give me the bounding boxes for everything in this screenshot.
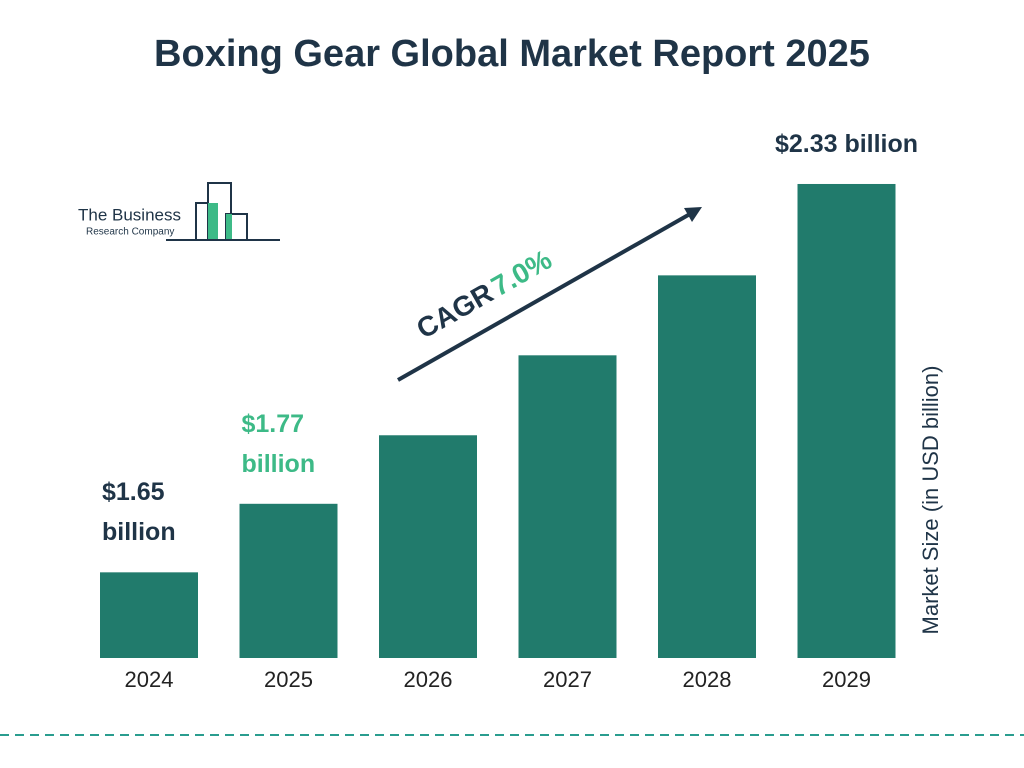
- chart-title: Boxing Gear Global Market Report 2025: [154, 33, 870, 75]
- brand-name: The Business: [78, 205, 181, 224]
- value-label: $1.65 billion: [102, 478, 176, 547]
- cagr-arrowhead: [684, 207, 702, 222]
- bar: [658, 275, 756, 658]
- bar: [518, 355, 617, 658]
- x-tick-label: 2027: [543, 667, 592, 692]
- cagr-arrow: [397, 212, 691, 382]
- bar: [797, 183, 896, 658]
- cagr-label: CAGR: [411, 277, 498, 345]
- y-axis-label: Market Size (in USD billion): [918, 366, 943, 635]
- value-label: $1.77 billion: [241, 409, 316, 478]
- brand-logo: The Business Research Company: [78, 182, 280, 241]
- bar: [239, 503, 338, 658]
- x-tick-label: 2026: [404, 667, 453, 692]
- x-tick-label: 2024: [125, 667, 174, 692]
- bar: [100, 572, 198, 658]
- brand-subname: Research Company: [86, 227, 174, 238]
- value-label: $2.33 billion: [774, 129, 919, 158]
- x-tick-label: 2028: [683, 667, 732, 692]
- x-tick-label: 2025: [264, 667, 313, 692]
- bar: [379, 435, 477, 658]
- x-tick-label: 2029: [822, 667, 871, 692]
